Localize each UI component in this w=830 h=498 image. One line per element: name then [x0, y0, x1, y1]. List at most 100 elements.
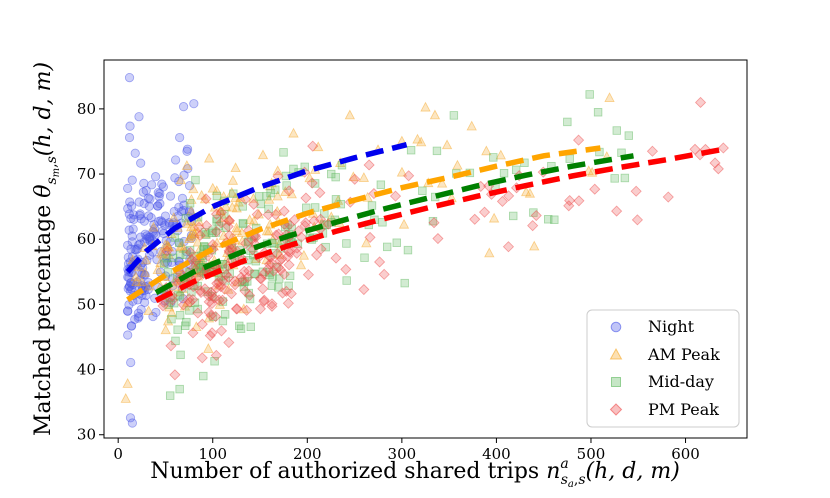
- scatter-point-square: [550, 215, 559, 224]
- scatter-point-triangle: [188, 183, 199, 194]
- scatter-point-diamond: [283, 185, 295, 197]
- scatter-point-diamond: [273, 228, 285, 240]
- scatter-point-square: [544, 215, 553, 224]
- legend-marker-diamond: [609, 403, 623, 416]
- scatter-point-square: [245, 294, 255, 304]
- scatter-point-square: [168, 253, 178, 263]
- scatter-point-square: [229, 189, 238, 198]
- legend-marker-triangle: [609, 347, 623, 360]
- scatter-point-triangle: [175, 174, 187, 185]
- scatter-point-diamond: [378, 268, 390, 280]
- scatter-point-diamond: [349, 173, 361, 185]
- y-tick-label: 30: [77, 426, 96, 444]
- scatter-point-triangle: [420, 101, 431, 112]
- scatter-point-circle: [134, 112, 144, 122]
- scatter-point-diamond: [340, 263, 352, 275]
- scatter-point-circle: [123, 183, 133, 193]
- legend-box: [586, 309, 740, 428]
- scatter-point-triangle: [452, 159, 463, 170]
- scatter-point-triangle: [186, 205, 197, 216]
- scatter-point-diamond: [291, 247, 303, 259]
- scatter-point-square: [593, 108, 603, 117]
- scatter-point-triangle: [488, 212, 500, 223]
- scatter-point-diamond: [330, 252, 342, 264]
- legend: Night AM Peak Mid-day PM Peak: [586, 309, 740, 428]
- scatter-point-diamond: [278, 205, 290, 217]
- scatter-point-square: [610, 174, 619, 183]
- scatter-point-diamond: [241, 304, 253, 316]
- legend-label-night: Night: [648, 317, 695, 336]
- scatter-point-diamond: [283, 259, 295, 271]
- scatter-point-triangle: [133, 261, 144, 272]
- x-axis-title-subsub: a: [568, 479, 574, 490]
- scatter-point-triangle: [313, 141, 324, 152]
- scatter-point-triangle: [466, 120, 477, 131]
- scatter-point-diamond: [187, 327, 199, 339]
- scatter-point-circle: [140, 229, 150, 239]
- scatter-point-circle: [157, 179, 167, 189]
- scatter-point-triangle: [181, 160, 193, 170]
- scatter-point-diamond: [229, 279, 241, 291]
- scatter-point-square: [310, 179, 320, 188]
- scatter-point-diamond: [194, 285, 206, 297]
- scatter-point-square: [268, 272, 277, 281]
- scatter-point-diamond: [527, 220, 539, 232]
- scatter-point-square: [428, 216, 438, 226]
- scatter-point-diamond: [244, 289, 256, 301]
- scatter-point-square: [403, 245, 413, 255]
- scatter-point-circle: [144, 201, 154, 211]
- scatter-point-circle: [130, 148, 140, 158]
- x-axis-title-var: n: [546, 459, 560, 484]
- scatter-point-diamond: [196, 352, 208, 364]
- scatter-point-circle: [182, 146, 192, 156]
- scatter-point-square: [274, 283, 283, 292]
- scatter-point-diamond: [403, 170, 415, 182]
- plot-frame: [103, 59, 748, 439]
- fit-line-night: [125, 142, 408, 274]
- scatter-point-square: [239, 219, 248, 229]
- legend-label-am-peak: AM Peak: [647, 345, 720, 364]
- scatter-point-diamond: [300, 192, 312, 204]
- scatter-point-diamond: [210, 208, 223, 220]
- scatter-point-square: [279, 148, 288, 157]
- scatter-point-diamond: [225, 288, 238, 300]
- scatter-point-square: [167, 314, 176, 324]
- scatter-point-diamond: [389, 190, 402, 202]
- scatter-point-diamond: [563, 200, 575, 212]
- scatter-point-circle: [126, 321, 136, 331]
- x-axis-title-sub1: s: [561, 472, 568, 488]
- scatter-point-triangle: [436, 177, 448, 188]
- scatter-point-square: [310, 203, 320, 212]
- scatter-point-diamond: [530, 209, 542, 222]
- y-axis-title-comma: ,: [44, 163, 60, 167]
- scatter-point-diamond: [282, 245, 294, 258]
- scatter-point-square: [239, 282, 249, 291]
- fit-line-am-peak: [126, 145, 601, 303]
- scatter-point-diamond: [295, 231, 307, 243]
- scatter-point-triangle: [236, 227, 248, 237]
- scatter-point-circle: [171, 155, 181, 165]
- scatter-point-square: [392, 238, 401, 247]
- scatter-point-diamond: [196, 318, 208, 330]
- scatter-point-triangle: [140, 254, 152, 265]
- legend-item-night: Night: [610, 317, 695, 336]
- scatter-point-triangle: [223, 283, 234, 294]
- x-axis-title-comma: ,: [574, 472, 578, 488]
- scatter-point-diamond: [203, 296, 215, 308]
- scatter-point-square: [175, 292, 185, 301]
- scatter-point-square: [191, 175, 200, 185]
- scatter-point-diamond: [573, 134, 585, 146]
- scatter-point-diamond: [302, 269, 314, 281]
- scatter-point-diamond: [631, 214, 643, 226]
- legend-label-mid-day: Mid-day: [648, 372, 714, 391]
- scatter-point-triangle: [186, 221, 197, 232]
- scatter-point-square: [499, 168, 509, 178]
- scatter-point-diamond: [192, 307, 204, 319]
- scatter-point-square: [282, 181, 291, 190]
- scatter-point-square: [378, 218, 387, 227]
- scatter-point-circle: [136, 214, 146, 224]
- scatter-point-circle: [189, 99, 199, 109]
- scatter-point-diamond: [213, 294, 225, 306]
- scatter-point-triangle: [495, 149, 506, 160]
- scatter-point-square: [284, 281, 293, 290]
